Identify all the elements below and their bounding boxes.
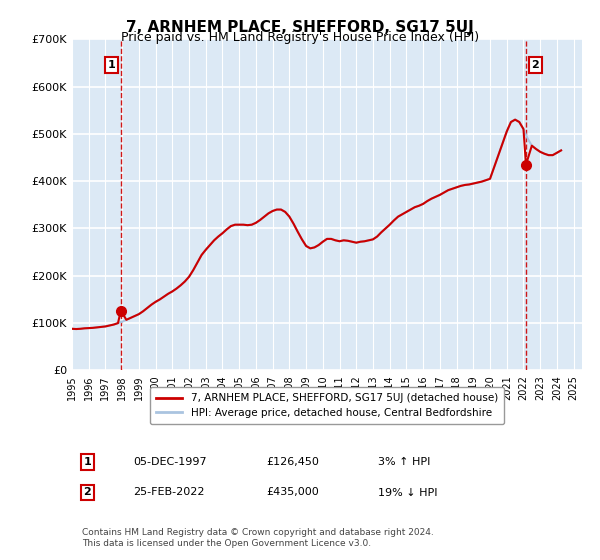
Text: 3% ↑ HPI: 3% ↑ HPI — [378, 457, 430, 467]
Text: 19% ↓ HPI: 19% ↓ HPI — [378, 488, 437, 497]
Text: 2: 2 — [532, 60, 539, 70]
Text: 05-DEC-1997: 05-DEC-1997 — [133, 457, 207, 467]
Text: Price paid vs. HM Land Registry's House Price Index (HPI): Price paid vs. HM Land Registry's House … — [121, 31, 479, 44]
Text: £435,000: £435,000 — [266, 488, 319, 497]
Text: 1: 1 — [83, 457, 91, 467]
Text: 1: 1 — [108, 60, 116, 70]
Text: 7, ARNHEM PLACE, SHEFFORD, SG17 5UJ: 7, ARNHEM PLACE, SHEFFORD, SG17 5UJ — [126, 20, 474, 35]
Text: Contains HM Land Registry data © Crown copyright and database right 2024.
This d: Contains HM Land Registry data © Crown c… — [82, 528, 434, 548]
Text: £126,450: £126,450 — [266, 457, 319, 467]
Text: 2: 2 — [83, 488, 91, 497]
Text: 25-FEB-2022: 25-FEB-2022 — [133, 488, 205, 497]
Legend: 7, ARNHEM PLACE, SHEFFORD, SG17 5UJ (detached house), HPI: Average price, detach: 7, ARNHEM PLACE, SHEFFORD, SG17 5UJ (det… — [150, 387, 504, 424]
